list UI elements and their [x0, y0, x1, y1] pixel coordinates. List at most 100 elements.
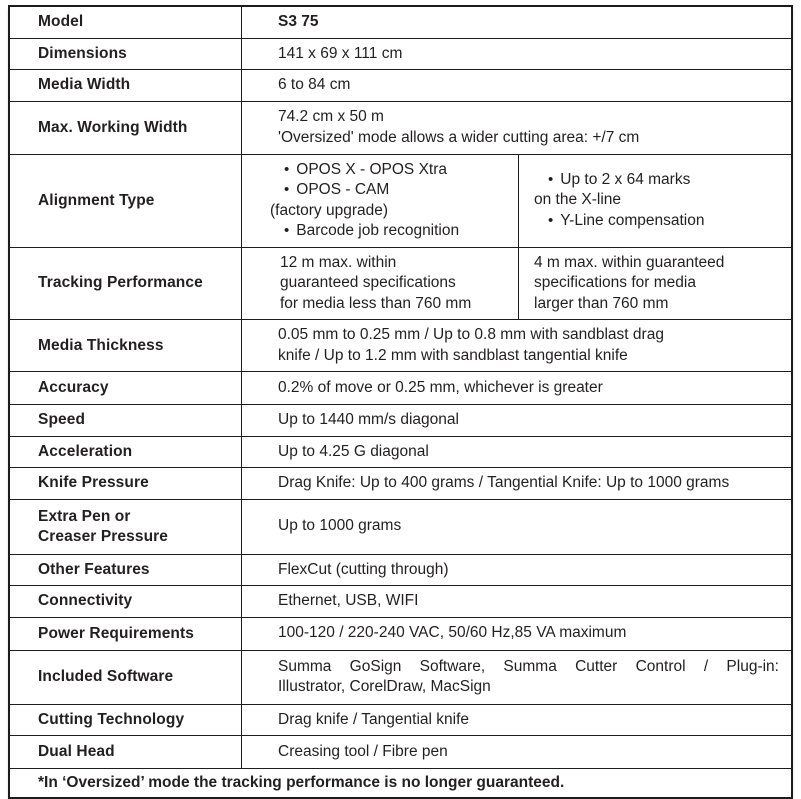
spec-row-tracking-performance: Tracking Performance 12 m max. within gu… — [10, 247, 791, 320]
footnote-text: *In ‘Oversized’ mode the tracking perfor… — [38, 774, 565, 791]
value-text: 'Oversized' mode allows a wider cutting … — [278, 128, 640, 146]
value-text: 6 to 84 cm — [278, 76, 351, 93]
value-text: for media less than 760 mm — [280, 294, 472, 312]
alignment-left-cell: OPOS X - OPOS Xtra OPOS - CAM (factory u… — [242, 154, 519, 247]
spec-row-extra-pen-creaser-pressure: Extra Pen or Creaser Pressure Up to 1000… — [10, 499, 791, 555]
footnote-cell: *In ‘Oversized’ mode the tracking perfor… — [10, 769, 791, 797]
spec-value-acceleration: Up to 4.25 G diagonal — [242, 437, 791, 468]
value-text: 0.05 mm to 0.25 mm / Up to 0.8 mm with s… — [278, 326, 664, 343]
value-text: 4 m max. within guaranteed — [534, 253, 725, 271]
value-text: (factory upgrade) — [270, 201, 389, 219]
spec-value-speed: Up to 1440 mm/s diagonal — [242, 405, 791, 436]
spec-row-model: Model S3 75 — [10, 7, 791, 39]
spec-label-media-width: Media Width — [10, 70, 242, 101]
spec-row-dimensions: Dimensions 141 x 69 x 111 cm — [10, 38, 791, 70]
spec-row-power-requirements: Power Requirements 100-120 / 220-240 VAC… — [10, 617, 791, 651]
spec-value-knife-pressure: Drag Knife: Up to 400 grams / Tangential… — [242, 468, 791, 499]
label-text: Model — [38, 13, 84, 31]
spec-row-max-working-width: Max. Working Width 74.2 cm x 50 m 'Overs… — [10, 101, 791, 155]
value-text: Barcode job recognition — [296, 222, 460, 239]
label-text: Connectivity — [38, 592, 133, 610]
value-text: specifications for media — [534, 274, 696, 291]
bullet-icon — [284, 180, 289, 201]
spec-label-dual-head: Dual Head — [10, 736, 242, 768]
value-text: on the X-line — [534, 191, 622, 209]
label-text: Max. Working Width — [38, 118, 188, 136]
spec-value-connectivity: Ethernet, USB, WIFI — [242, 586, 791, 617]
bullet-line: Barcode job recognition — [284, 221, 510, 242]
bullet-line: OPOS X - OPOS Xtra — [284, 160, 510, 181]
value-text: S3 75 — [278, 13, 319, 30]
value-text: Up to 4.25 G diagonal — [278, 442, 429, 460]
value-text: Y-Line compensation — [560, 211, 705, 229]
spec-label-cutting-technology: Cutting Technology — [10, 704, 242, 735]
label-text: Other Features — [38, 560, 150, 578]
tracking-left-cell: 12 m max. within guaranteed specificatio… — [242, 247, 519, 319]
bullet-icon — [284, 160, 289, 181]
spec-row-acceleration: Acceleration Up to 4.25 G diagonal — [10, 436, 791, 468]
spec-value-extra-pen-creaser-pressure: Up to 1000 grams — [242, 500, 791, 554]
spec-value-alignment-type: OPOS X - OPOS Xtra OPOS - CAM (factory u… — [242, 154, 791, 247]
value-text: knife / Up to 1.2 mm with sandblast tang… — [278, 346, 628, 364]
value-text: Ethernet, USB, WIFI — [278, 592, 419, 609]
label-text: Cutting Technology — [38, 710, 185, 728]
spec-label-max-working-width: Max. Working Width — [10, 101, 242, 154]
spec-label-extra-pen-creaser-pressure: Extra Pen or Creaser Pressure — [10, 499, 242, 554]
value-text: Drag knife / Tangential knife — [278, 710, 469, 728]
bullet-line: OPOS - CAM — [284, 180, 510, 201]
spec-row-cutting-technology: Cutting Technology Drag knife / Tangenti… — [10, 704, 791, 736]
spec-row-media-width: Media Width 6 to 84 cm — [10, 70, 791, 102]
label-text: Extra Pen or — [38, 507, 131, 525]
spec-row-included-software: Included Software Summa GoSign Software,… — [10, 650, 791, 705]
spec-value-media-thickness: 0.05 mm to 0.25 mm / Up to 0.8 mm with s… — [242, 320, 791, 371]
value-text: guaranteed specifications — [280, 274, 456, 291]
value-text: Illustrator, CorelDraw, MacSign — [278, 678, 491, 695]
spec-label-accuracy: Accuracy — [10, 372, 242, 404]
label-text: Alignment Type — [38, 191, 155, 209]
spec-label-dimensions: Dimensions — [10, 38, 242, 69]
label-text: Included Software — [38, 668, 174, 685]
alignment-right-cell: Up to 2 x 64 marks on the X-line Y-Line … — [519, 155, 791, 247]
spec-value-max-working-width: 74.2 cm x 50 m 'Oversized' mode allows a… — [242, 102, 791, 154]
spec-row-footnote: *In ‘Oversized’ mode the tracking perfor… — [10, 769, 791, 797]
label-text: Media Thickness — [38, 336, 164, 354]
spec-label-acceleration: Acceleration — [10, 436, 242, 467]
label-text: Tracking Performance — [38, 274, 203, 292]
spec-row-media-thickness: Media Thickness 0.05 mm to 0.25 mm / Up … — [10, 320, 791, 372]
label-text: Knife Pressure — [38, 474, 149, 492]
spec-table: Model S3 75 Dimensions 141 x 69 x 111 cm… — [8, 5, 793, 799]
spec-label-connectivity: Connectivity — [10, 586, 242, 617]
label-text: Accuracy — [38, 379, 109, 396]
bullet-icon — [548, 211, 553, 232]
value-text: Creasing tool / Fibre pen — [278, 742, 448, 760]
spec-value-cutting-technology: Drag knife / Tangential knife — [242, 705, 791, 736]
spec-value-dimensions: 141 x 69 x 111 cm — [242, 39, 791, 70]
label-text: Power Requirements — [38, 624, 194, 642]
spec-value-media-width: 6 to 84 cm — [242, 70, 791, 101]
value-text: 141 x 69 x 111 cm — [278, 44, 403, 62]
value-text: FlexCut (cutting through) — [278, 560, 449, 578]
spec-row-connectivity: Connectivity Ethernet, USB, WIFI — [10, 586, 791, 618]
label-text: Dual Head — [38, 743, 115, 760]
label-text: Acceleration — [38, 442, 133, 460]
bullet-line: Y-Line compensation — [548, 211, 783, 232]
bullet-icon — [548, 170, 553, 191]
spec-label-power-requirements: Power Requirements — [10, 617, 242, 650]
bullet-line: Up to 2 x 64 marks — [548, 170, 783, 191]
tracking-right-cell: 4 m max. within guaranteed specification… — [519, 248, 791, 320]
spec-row-knife-pressure: Knife Pressure Drag Knife: Up to 400 gra… — [10, 468, 791, 500]
spec-label-speed: Speed — [10, 405, 242, 436]
spec-value-tracking-performance: 12 m max. within guaranteed specificatio… — [242, 247, 791, 320]
value-text: 0.2% of move or 0.25 mm, whichever is gr… — [278, 378, 603, 396]
spec-value-model: S3 75 — [242, 7, 791, 38]
label-text: Creaser Pressure — [38, 527, 168, 545]
value-text: OPOS X - OPOS Xtra — [296, 160, 447, 178]
spec-row-accuracy: Accuracy 0.2% of move or 0.25 mm, whiche… — [10, 372, 791, 405]
spec-row-other-features: Other Features FlexCut (cutting through) — [10, 554, 791, 586]
spec-label-media-thickness: Media Thickness — [10, 320, 242, 371]
spec-label-included-software: Included Software — [10, 650, 242, 704]
value-text: larger than 760 mm — [534, 294, 669, 312]
value-text: 100-120 / 220-240 VAC, 50/60 Hz,85 VA ma… — [278, 624, 627, 642]
spec-value-dual-head: Creasing tool / Fibre pen — [242, 736, 791, 768]
label-text: Speed — [38, 411, 86, 429]
